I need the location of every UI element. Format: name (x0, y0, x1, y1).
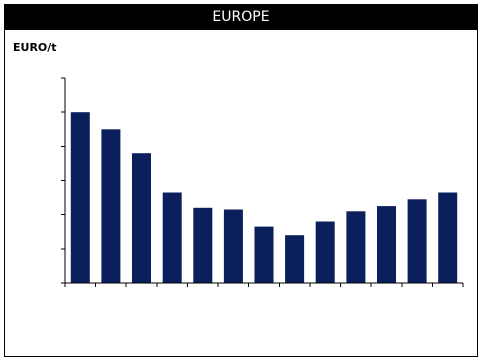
chart-title: EUROPE (5, 5, 477, 30)
axes-group (61, 77, 464, 287)
bar-10 (346, 211, 366, 284)
bar-8 (285, 235, 305, 283)
bar-5 (193, 207, 213, 283)
bar-9 (315, 221, 335, 283)
bar-6 (223, 209, 243, 283)
bar-13 (438, 192, 458, 283)
bar-2 (101, 129, 121, 284)
bars-group (70, 112, 458, 284)
bar-3 (132, 153, 151, 283)
bar-4 (162, 192, 182, 283)
y-axis-unit-label: EURO/t (13, 41, 57, 54)
bar-11 (377, 206, 396, 283)
bar-12 (407, 199, 427, 283)
bar-7 (254, 226, 274, 283)
bar-1 (70, 112, 90, 283)
